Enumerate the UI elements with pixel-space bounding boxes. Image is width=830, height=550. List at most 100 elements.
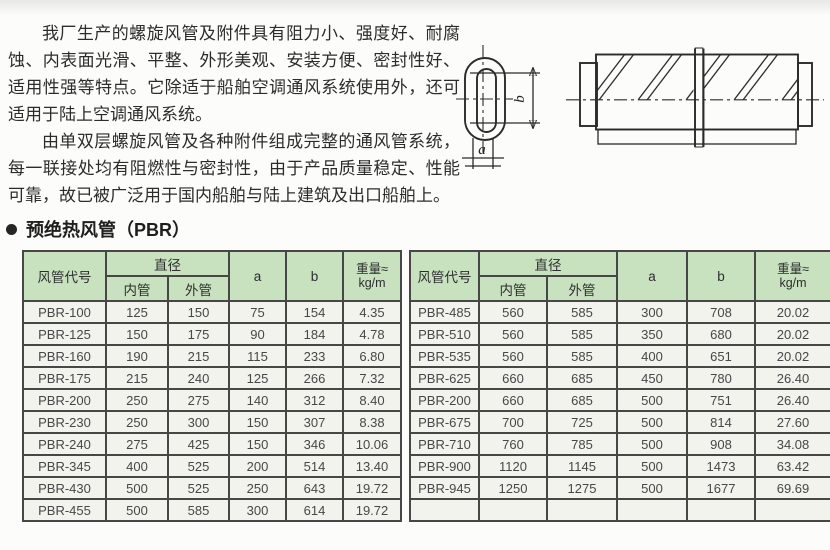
- value-cell: 680: [686, 322, 756, 346]
- value-cell: 700: [478, 410, 548, 434]
- dimension-label-a: a: [478, 142, 486, 158]
- value-cell: 250: [105, 388, 169, 412]
- table-row: PBR-230 250 300 150 307 8.38: [22, 410, 402, 434]
- header-inner-tube: 内管: [478, 275, 548, 302]
- value-cell: [754, 498, 830, 522]
- table-row: PBR-100 125 150 75 154 4.35: [22, 300, 402, 324]
- value-cell: 115: [228, 344, 287, 368]
- table-row: PBR-125 150 175 90 184 4.78: [22, 322, 402, 346]
- value-cell: 708: [686, 300, 756, 324]
- table-row: PBR-485 560 585 300 708 20.02: [409, 300, 830, 324]
- header-a: a: [228, 250, 287, 302]
- value-cell: 10.06: [342, 432, 402, 456]
- scan-edge-shade: [0, 0, 830, 16]
- value-cell: 660: [478, 366, 548, 390]
- duct-code-cell: PBR-455: [22, 498, 107, 522]
- value-cell: 300: [228, 498, 287, 522]
- value-cell: 685: [546, 366, 618, 390]
- value-cell: 350: [616, 322, 688, 346]
- value-cell: 8.40: [342, 388, 402, 412]
- value-cell: 175: [167, 322, 230, 346]
- value-cell: 450: [616, 366, 688, 390]
- value-cell: 780: [686, 366, 756, 390]
- value-cell: 150: [228, 432, 287, 456]
- value-cell: 26.40: [754, 388, 830, 412]
- value-cell: 300: [167, 410, 230, 434]
- duct-code-cell: PBR-345: [22, 454, 107, 478]
- duct-code-cell: PBR-485: [409, 300, 480, 324]
- value-cell: 1275: [546, 476, 618, 500]
- table-row: PBR-455 500 585 300 614 19.72: [22, 498, 402, 522]
- value-cell: 560: [478, 344, 548, 368]
- duct-code-cell: PBR-510: [409, 322, 480, 346]
- value-cell: 585: [546, 322, 618, 346]
- duct-code-cell: PBR-200: [22, 388, 107, 412]
- intro-paragraph-1: 我厂生产的螺旋风管及附件具有阻力小、强度好、耐腐蚀、内表面光滑、平整、外形美观、…: [8, 24, 460, 124]
- value-cell: 266: [285, 366, 344, 390]
- table-row: [409, 498, 830, 522]
- value-cell: 275: [105, 432, 169, 456]
- value-cell: 560: [478, 322, 548, 346]
- value-cell: 140: [228, 388, 287, 412]
- duct-code-cell: PBR-125: [22, 322, 107, 346]
- value-cell: 69.69: [754, 476, 830, 500]
- value-cell: 215: [167, 344, 230, 368]
- value-cell: 500: [105, 498, 169, 522]
- value-cell: 307: [285, 410, 344, 434]
- value-cell: 215: [105, 366, 169, 390]
- duct-code-cell: PBR-230: [22, 410, 107, 434]
- value-cell: 63.42: [754, 454, 830, 478]
- duct-code-cell: PBR-535: [409, 344, 480, 368]
- value-cell: 514: [285, 454, 344, 478]
- pbr-spec-tables: 风管代号 直径 a b 重量≈ kg/m 内管 外管 PBR-100 125 150…: [22, 250, 830, 522]
- duct-code-cell: PBR-430: [22, 476, 107, 500]
- intro-text: 我厂生产的螺旋风管及附件具有阻力小、强度好、耐腐蚀、内表面光滑、平整、外形美观、…: [8, 20, 460, 209]
- duct-code-cell: PBR-200: [409, 388, 480, 412]
- value-cell: 20.02: [754, 322, 830, 346]
- header-diameter: 直径: [478, 250, 618, 277]
- header-weight-top: 重量≈: [356, 261, 388, 276]
- value-cell: 300: [616, 300, 688, 324]
- value-cell: 1120: [478, 454, 548, 478]
- header-outer-tube: 外管: [167, 275, 230, 302]
- value-cell: 585: [546, 344, 618, 368]
- dimension-label-b: b: [512, 95, 528, 103]
- value-cell: 751: [686, 388, 756, 412]
- value-cell: 233: [285, 344, 344, 368]
- value-cell: 400: [616, 344, 688, 368]
- value-cell: [616, 498, 688, 522]
- value-cell: 90: [228, 322, 287, 346]
- pbr-table-left-header: 风管代号 直径 a b 重量≈ kg/m 内管 外管: [22, 250, 402, 302]
- table-row: PBR-175 215 240 125 266 7.32: [22, 366, 402, 390]
- header-weight: 重量≈ kg/m: [754, 250, 830, 302]
- value-cell: 26.40: [754, 366, 830, 390]
- table-row: PBR-945 1250 1275 500 1677 69.69: [409, 476, 830, 500]
- spiral-bands: [597, 54, 798, 100]
- value-cell: 525: [167, 454, 230, 478]
- value-cell: 7.32: [342, 366, 402, 390]
- value-cell: 19.72: [342, 476, 402, 500]
- section-title-row: 预绝热风管（PBR）: [6, 217, 190, 241]
- value-cell: 312: [285, 388, 344, 412]
- value-cell: 150: [105, 322, 169, 346]
- value-cell: 154: [285, 300, 344, 324]
- value-cell: 908: [686, 432, 756, 456]
- table-row: PBR-200 250 275 140 312 8.40: [22, 388, 402, 412]
- value-cell: 500: [105, 476, 169, 500]
- value-cell: 200: [228, 454, 287, 478]
- value-cell: 1145: [546, 454, 618, 478]
- header-weight-unit: kg/m: [358, 276, 386, 290]
- value-cell: 8.38: [342, 410, 402, 434]
- value-cell: 1473: [686, 454, 756, 478]
- value-cell: 425: [167, 432, 230, 456]
- value-cell: 585: [546, 300, 618, 324]
- value-cell: 500: [616, 476, 688, 500]
- value-cell: 500: [616, 454, 688, 478]
- value-cell: 1250: [478, 476, 548, 500]
- value-cell: [686, 498, 756, 522]
- duct-code-cell: PBR-240: [22, 432, 107, 456]
- value-cell: 500: [616, 410, 688, 434]
- value-cell: 150: [228, 410, 287, 434]
- duct-code-cell: [409, 498, 480, 522]
- value-cell: 20.02: [754, 344, 830, 368]
